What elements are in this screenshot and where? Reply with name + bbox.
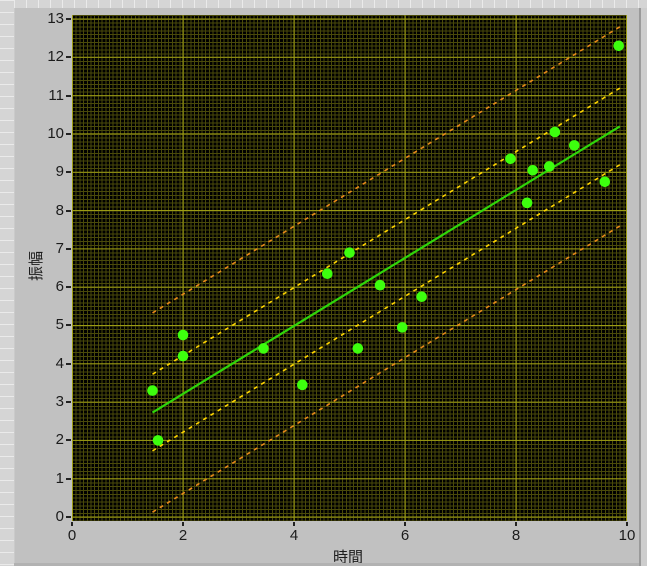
- x-tick-mark: [515, 522, 517, 526]
- x-tick-label: 6: [400, 527, 410, 544]
- window-edge-light: [641, 8, 647, 566]
- data-point: [322, 268, 333, 280]
- x-tick-mark: [404, 522, 406, 526]
- data-point: [297, 379, 308, 391]
- y-tick-label: 3: [55, 393, 64, 411]
- window-edge-dark: [639, 8, 641, 566]
- panel-grid-strip-top: [14, 0, 647, 8]
- y-tick-label: 8: [55, 201, 64, 219]
- data-point: [258, 343, 269, 354]
- lower-outer-band-line: [152, 225, 621, 513]
- data-point: [177, 350, 189, 362]
- y-tick-mark: [66, 362, 71, 365]
- xy-graph-plot-area[interactable]: [72, 15, 627, 521]
- y-tick-mark: [66, 171, 71, 174]
- data-point: [374, 279, 386, 291]
- y-tick-label: 5: [55, 316, 64, 334]
- y-tick-mark: [66, 94, 71, 97]
- y-tick-label: 7: [55, 239, 64, 257]
- x-tick-label: 2: [178, 527, 188, 544]
- x-tick-label: 0: [67, 527, 77, 544]
- data-point: [549, 126, 561, 138]
- y-tick-mark: [66, 209, 71, 212]
- y-tick-mark: [66, 56, 71, 59]
- y-tick-mark: [66, 17, 71, 20]
- y-tick-label: 1: [55, 469, 64, 487]
- y-tick-mark: [66, 132, 71, 135]
- data-point: [521, 197, 533, 209]
- x-axis-title: 時間: [332, 549, 363, 566]
- x-tick-label: 8: [511, 527, 521, 544]
- y-tick-label: 13: [47, 9, 64, 27]
- y-tick-mark: [66, 401, 71, 404]
- x-tick-mark: [626, 522, 628, 526]
- data-point: [177, 329, 189, 341]
- y-tick-label: 11: [48, 86, 64, 104]
- y-tick-label: 12: [47, 48, 64, 66]
- x-tick-label: 10: [618, 527, 636, 544]
- upper-inner-band-line: [152, 87, 621, 375]
- y-tick-label: 6: [55, 278, 64, 296]
- data-point: [416, 291, 427, 303]
- x-tick-mark: [71, 522, 73, 526]
- data-point: [147, 385, 158, 396]
- y-tick-mark: [66, 324, 71, 327]
- y-tick-mark: [66, 286, 71, 289]
- upper-outer-band-line: [152, 26, 621, 314]
- data-point: [352, 343, 364, 354]
- y-tick-mark: [66, 247, 71, 250]
- data-point: [152, 435, 164, 446]
- lower-inner-band-line: [152, 164, 621, 452]
- data-point: [344, 247, 355, 258]
- x-tick-mark: [182, 522, 184, 526]
- data-point: [527, 164, 538, 176]
- data-point: [396, 322, 408, 333]
- y-tick-mark: [66, 439, 71, 442]
- x-tick-mark: [293, 522, 295, 526]
- data-point: [544, 161, 555, 172]
- data-point: [599, 176, 611, 188]
- y-tick-mark: [66, 516, 71, 518]
- y-tick-label: 0: [55, 508, 64, 525]
- data-point: [505, 153, 516, 165]
- plot-canvas: [72, 15, 627, 521]
- y-tick-mark: [66, 477, 71, 480]
- data-point: [568, 140, 580, 151]
- y-tick-label: 9: [55, 163, 64, 181]
- y-tick-label: 4: [55, 354, 64, 372]
- y-tick-label: 2: [55, 431, 64, 449]
- best-fit-line: [151, 125, 621, 414]
- window-edge-bottom: [14, 563, 639, 566]
- data-point: [613, 40, 624, 52]
- y-tick-label: 10: [47, 124, 64, 142]
- x-tick-label: 4: [289, 527, 299, 544]
- panel-grid-strip-left: [0, 0, 15, 566]
